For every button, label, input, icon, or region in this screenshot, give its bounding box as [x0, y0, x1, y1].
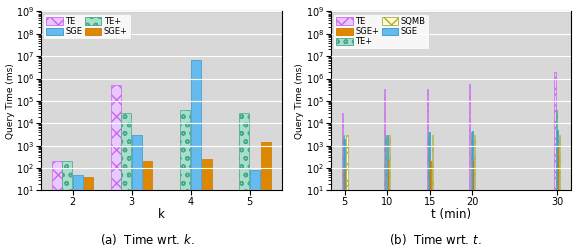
Bar [51, 161, 62, 213]
Y-axis label: Query Time (ms): Query Time (ms) [6, 63, 14, 139]
Bar [426, 89, 428, 213]
Bar [201, 159, 212, 213]
Bar [558, 146, 559, 213]
Bar [121, 113, 131, 213]
Bar [557, 130, 558, 213]
Bar [472, 131, 473, 213]
Bar [474, 135, 475, 213]
Bar [388, 161, 389, 213]
Legend: TE, SGE, TE+, SGE+: TE, SGE, TE+, SGE+ [43, 14, 131, 39]
Legend: TE, SGE+, TE+, SQMB, SGE: TE, SGE+, TE+, SQMB, SGE [333, 14, 429, 49]
Bar [429, 132, 430, 213]
Bar [132, 135, 142, 213]
Bar [342, 113, 343, 213]
Bar [432, 135, 433, 213]
Bar [387, 135, 388, 213]
Bar [73, 175, 83, 213]
Bar [345, 169, 346, 213]
X-axis label: k: k [158, 208, 164, 221]
Bar [473, 161, 474, 213]
Bar [261, 142, 271, 213]
Bar [62, 161, 72, 213]
Bar [430, 161, 432, 213]
Bar [384, 89, 385, 213]
Text: (b)  Time wrt. $t$.: (b) Time wrt. $t$. [389, 232, 482, 247]
Bar [143, 161, 152, 213]
Bar [344, 139, 345, 213]
Bar [111, 85, 121, 213]
Y-axis label: Query Time (ms): Query Time (ms) [295, 63, 305, 139]
Bar [556, 110, 557, 213]
Bar [469, 83, 470, 213]
X-axis label: t (min): t (min) [431, 208, 471, 221]
Bar [559, 135, 560, 213]
Bar [84, 177, 93, 213]
Bar [181, 110, 190, 213]
Bar [250, 170, 260, 213]
Bar [389, 135, 390, 213]
Bar [428, 132, 429, 213]
Bar [470, 132, 471, 213]
Bar [239, 113, 249, 213]
Bar [191, 60, 201, 213]
Bar [346, 135, 347, 213]
Text: (a)  Time wrt. $k$.: (a) Time wrt. $k$. [100, 232, 194, 247]
Bar [385, 135, 387, 213]
Bar [554, 72, 556, 213]
Bar [343, 135, 344, 213]
